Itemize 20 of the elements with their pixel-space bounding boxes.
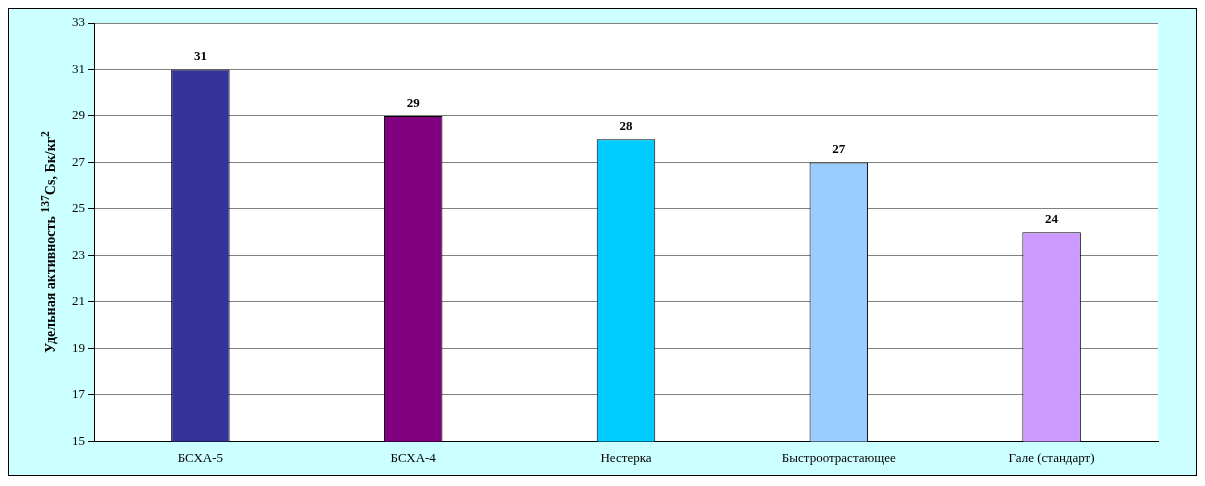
y-tick-label: 23 — [72, 246, 85, 262]
y-tick-label: 33 — [72, 14, 85, 30]
y-tick-label: 19 — [72, 339, 85, 355]
x-tick-label: Гале (стандарт) — [1008, 449, 1095, 465]
y-tick-label: 31 — [72, 60, 85, 76]
y-tick-label: 21 — [72, 293, 85, 309]
y-tick-label: 15 — [72, 432, 85, 448]
data-label: 24 — [1045, 211, 1059, 227]
data-label: 27 — [832, 141, 846, 157]
y-tick-label: 25 — [72, 200, 85, 216]
y-tick-label: 27 — [72, 153, 86, 169]
y-tick-label: 17 — [72, 386, 86, 402]
x-tick-label: БСХА-5 — [177, 449, 224, 465]
data-label: 28 — [619, 118, 633, 134]
y-tick-label: 29 — [72, 107, 85, 123]
x-tick-label: Нестерка — [600, 449, 652, 465]
x-tick-label: Быстроотрастающее — [781, 449, 896, 465]
data-label: 29 — [406, 94, 421, 110]
x-tick-label: БСХА-4 — [390, 449, 437, 465]
data-label: 31 — [193, 48, 207, 64]
